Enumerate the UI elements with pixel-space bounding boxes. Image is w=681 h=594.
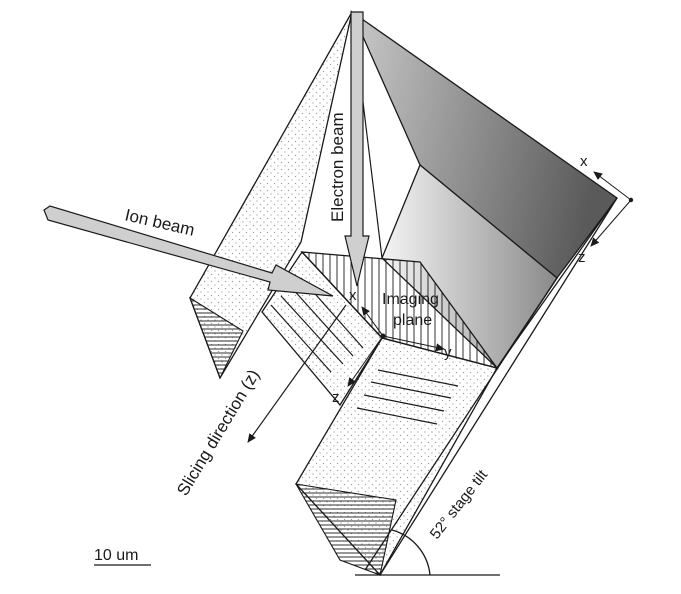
plane-label: plane: [393, 312, 432, 329]
inset-axes: [347, 306, 445, 387]
slicing-direction-arrow: [247, 304, 347, 443]
inset-z-label: z: [332, 389, 340, 406]
electron-beam-label: Electron beam: [328, 112, 347, 222]
back-specimen-slab: [188, 11, 353, 380]
inset-x-label: x: [349, 287, 357, 304]
slicing-direction-label: Slicing direction (z): [173, 366, 263, 499]
electron-beam-arrow: [344, 11, 370, 287]
corner-axes: [590, 171, 634, 247]
stage-tilt-label: 52° stage tilt: [427, 466, 492, 542]
corner-x-label: x: [580, 153, 588, 170]
inset-y-label: y: [444, 344, 452, 361]
ion-beam-arrow: [43, 205, 334, 297]
imaging-label: Imaging: [382, 291, 439, 308]
scale-bar-label: 10 um: [94, 547, 138, 564]
stage-base: [355, 529, 500, 576]
corner-z-label: z: [578, 249, 586, 266]
